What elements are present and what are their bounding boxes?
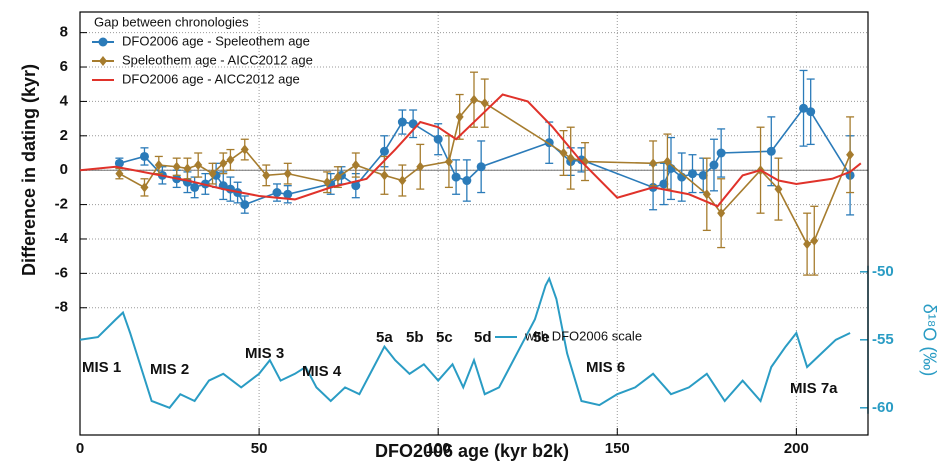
annotation: MIS 3 — [245, 345, 284, 362]
y2-tick-label: -50 — [872, 263, 894, 280]
x-tick-label: 200 — [784, 440, 809, 457]
data-point — [240, 200, 250, 210]
data-point — [139, 151, 149, 161]
data-point — [333, 172, 342, 183]
y2-axis-label: δ¹⁸O (‰) — [919, 304, 939, 377]
data-point — [480, 98, 489, 109]
data-point — [470, 94, 478, 105]
data-point — [451, 172, 461, 182]
data-point — [803, 239, 812, 250]
data-point — [190, 182, 200, 192]
data-point — [559, 148, 568, 158]
data-point — [240, 144, 249, 155]
data-point — [283, 168, 292, 179]
annotation: 5d — [474, 329, 492, 346]
series-line — [79, 276, 851, 409]
data-point — [272, 188, 282, 198]
legend-label: Speleothem age - AICC2012 age — [122, 52, 313, 67]
x-axis-label: DFO2006 age (kyr b2k) — [375, 441, 569, 461]
y2-tick-label: -60 — [872, 399, 894, 416]
y-tick-label: -8 — [55, 299, 68, 316]
legend-title: Gap between chronologies — [94, 14, 249, 29]
data-point — [566, 153, 575, 164]
data-point — [766, 146, 776, 156]
data-point — [702, 189, 711, 200]
y-tick-label: -6 — [55, 264, 68, 281]
data-point — [194, 160, 203, 171]
data-point — [323, 177, 332, 188]
data-point — [717, 208, 726, 219]
y-tick-label: 8 — [60, 24, 68, 41]
y2-tick-label: -55 — [872, 331, 894, 348]
data-point — [398, 175, 407, 186]
data-point — [283, 189, 293, 199]
data-point — [380, 170, 389, 181]
data-point — [172, 161, 181, 172]
legend-label: with DFO2006 scale — [524, 328, 642, 343]
annotation: 5c — [436, 329, 453, 346]
data-point — [208, 168, 217, 179]
data-point — [659, 179, 669, 189]
data-point — [774, 184, 783, 195]
annotation: 5b — [406, 329, 424, 346]
data-point — [379, 146, 389, 156]
data-point — [444, 156, 453, 167]
legend-marker — [98, 37, 108, 47]
data-point — [351, 181, 361, 191]
annotation: 5a — [376, 329, 393, 346]
data-point — [455, 111, 464, 122]
legend-marker — [99, 56, 107, 66]
annotation: MIS 7a — [790, 380, 838, 397]
y-tick-label: 4 — [60, 92, 69, 109]
data-point — [806, 107, 816, 117]
data-point — [476, 162, 486, 172]
legend-label: DFO2006 age - Speleothem age — [122, 33, 310, 48]
data-point — [687, 169, 697, 179]
data-point — [433, 134, 443, 144]
plot-area — [79, 69, 862, 409]
y-tick-label: -4 — [55, 230, 69, 247]
y-tick-label: 2 — [60, 127, 68, 144]
y-tick-label: 6 — [60, 58, 68, 75]
data-point — [663, 156, 672, 167]
data-point — [114, 158, 124, 168]
data-point — [799, 103, 809, 113]
y-tick-label: -2 — [55, 196, 68, 213]
data-point — [416, 161, 425, 172]
data-point — [219, 158, 228, 169]
legend-label: DFO2006 age - AICC2012 age — [122, 71, 300, 86]
data-point — [140, 182, 149, 193]
data-point — [351, 160, 360, 171]
y-axis-label: Difference in dating (kyr) — [19, 64, 39, 276]
data-point — [397, 117, 407, 127]
data-point — [262, 170, 271, 181]
annotation: 5e — [533, 329, 550, 346]
data-point — [846, 149, 855, 160]
annotation: MIS 2 — [150, 361, 189, 378]
data-point — [810, 235, 819, 246]
data-point — [649, 158, 658, 169]
data-point — [698, 170, 708, 180]
x-tick-label: 150 — [605, 440, 630, 457]
data-point — [226, 154, 235, 165]
series-line — [79, 93, 862, 208]
x-tick-label: 100 — [426, 440, 451, 457]
data-point — [154, 160, 163, 171]
data-point — [115, 168, 124, 179]
annotation: MIS 1 — [82, 359, 121, 376]
data-point — [183, 163, 192, 174]
x-tick-label: 50 — [251, 440, 268, 457]
data-point — [716, 148, 726, 158]
plot-frame — [79, 11, 869, 436]
data-point — [709, 160, 719, 170]
y-tick-label: 0 — [60, 161, 68, 178]
annotation: MIS 6 — [586, 359, 625, 376]
x-tick-label: 0 — [76, 440, 84, 457]
annotation: MIS 4 — [302, 363, 342, 380]
data-point — [462, 176, 472, 186]
